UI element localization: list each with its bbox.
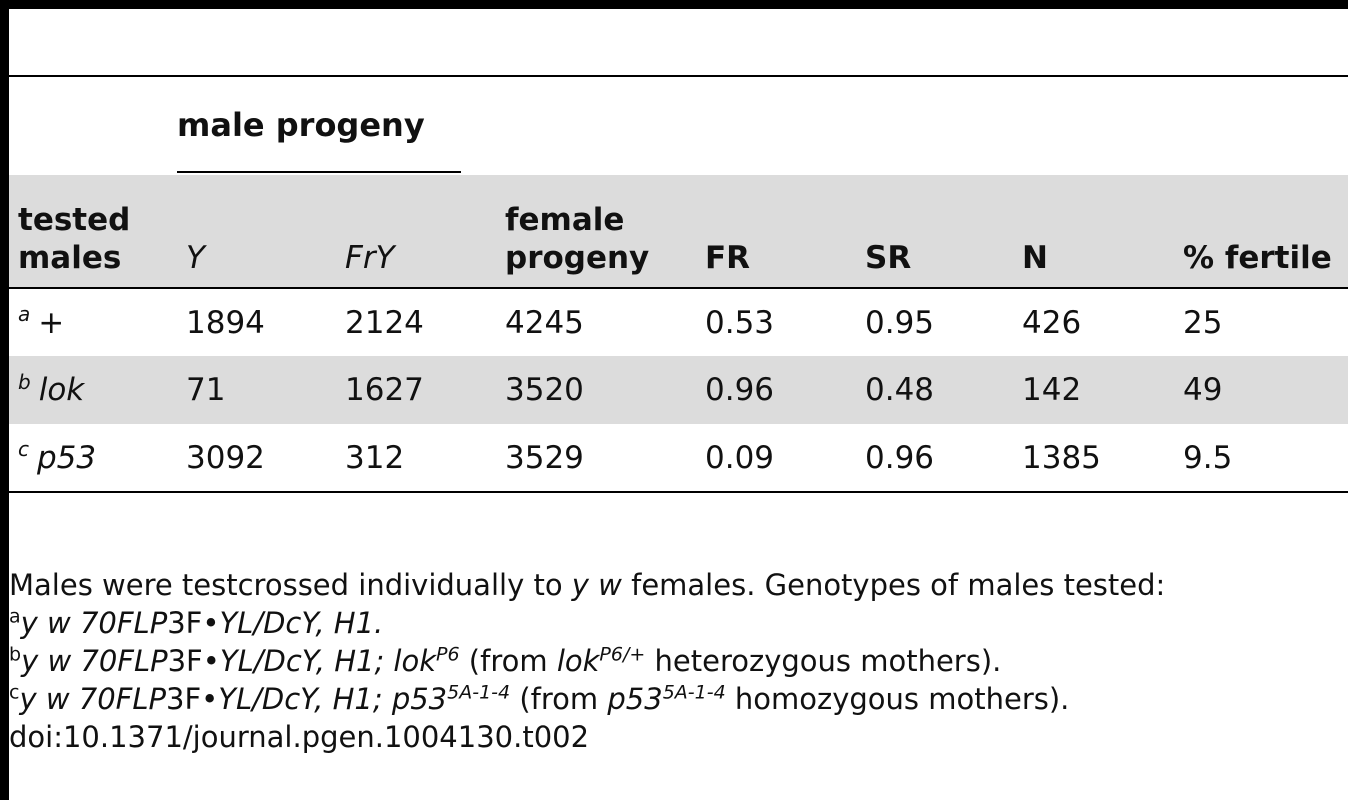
header-top-rule bbox=[9, 75, 1348, 77]
top-rule bbox=[0, 0, 1348, 9]
genotype-label: p53 bbox=[37, 439, 97, 476]
header-female-line1: female bbox=[505, 202, 625, 238]
footnote-intro: Males were testcrossed individually to y… bbox=[9, 566, 1348, 604]
header-female-progeny: female progeny bbox=[505, 175, 705, 288]
cell-pct: 25 bbox=[1183, 304, 1223, 341]
header-tested-line1: tested bbox=[18, 202, 131, 238]
header-tested-males: tested males bbox=[9, 175, 186, 288]
footnote-genotype: p53 bbox=[607, 682, 663, 716]
footnote-superscript: P6 bbox=[436, 643, 460, 666]
footnote-text: heterozygous mothers). bbox=[645, 644, 1002, 678]
doi-line: doi:10.1371/journal.pgen.1004130.t002 bbox=[9, 720, 590, 754]
cell-sr: 0.96 bbox=[865, 439, 935, 476]
footnote-mark: c bbox=[9, 681, 20, 704]
footnote-genotype: y w 70FLP bbox=[21, 644, 168, 678]
male-progeny-spanner: male progeny bbox=[177, 106, 425, 144]
cell-y: 1894 bbox=[186, 304, 265, 341]
cell-n: 1385 bbox=[1022, 439, 1101, 476]
data-table-wrapper: tested males Y FrY female progeny FR SR … bbox=[9, 175, 1348, 493]
row-mark: c bbox=[18, 437, 29, 462]
row-mark: a bbox=[18, 302, 31, 327]
cell-female: 3520 bbox=[505, 372, 584, 408]
genotype-label: + bbox=[38, 304, 65, 341]
header-tested-line2: males bbox=[18, 240, 122, 276]
footnote-genotype: YL/DcY, H1; p53 bbox=[218, 682, 448, 716]
table-row: c p53 3092 312 3529 0.09 0.96 1385 9.5 bbox=[9, 424, 1348, 492]
table-row: b lok 71 1627 3520 0.96 0.48 142 49 bbox=[9, 356, 1348, 424]
cell-fr: 0.96 bbox=[705, 372, 775, 408]
cell-n: 142 bbox=[1022, 372, 1082, 408]
footnote-text: (from bbox=[459, 644, 557, 678]
footnote-genotype: y w bbox=[571, 568, 622, 602]
header-y: Y bbox=[186, 240, 205, 276]
cell-female: 3529 bbox=[505, 439, 584, 476]
cell-fry: 2124 bbox=[345, 304, 424, 341]
cell-genotype: a + bbox=[9, 288, 186, 356]
footnote-superscript: P6/+ bbox=[599, 643, 646, 666]
row-mark: b bbox=[18, 369, 31, 394]
cell-y: 71 bbox=[186, 372, 226, 408]
footnote-genotype: y w 70FLP bbox=[19, 682, 166, 716]
cell-genotype: b lok bbox=[9, 356, 186, 424]
header-row: tested males Y FrY female progeny FR SR … bbox=[9, 175, 1348, 288]
footnote-mark: a bbox=[9, 605, 21, 628]
cell-female: 4245 bbox=[505, 304, 584, 341]
left-border-bar bbox=[0, 0, 9, 800]
cell-pct: 9.5 bbox=[1183, 439, 1233, 476]
footnote-superscript: 5A-1-4 bbox=[662, 681, 726, 704]
cell-sr: 0.95 bbox=[865, 304, 935, 341]
table-row: a + 1894 2124 4245 0.53 0.95 426 25 bbox=[9, 288, 1348, 356]
cell-fry: 312 bbox=[345, 439, 405, 476]
cell-sr: 0.48 bbox=[865, 372, 935, 408]
footnote-text: Males were testcrossed individually to bbox=[9, 568, 572, 602]
cell-pct: 49 bbox=[1183, 372, 1223, 408]
footnote-text: 3F• bbox=[166, 682, 219, 716]
footnote-genotype: YL/DcY, H1. bbox=[219, 606, 384, 640]
header-pct-fertile: % fertile bbox=[1183, 240, 1332, 276]
footnote-genotype: lok bbox=[556, 644, 600, 678]
spanner-underline bbox=[177, 171, 461, 173]
header-fry: FrY bbox=[345, 240, 395, 276]
footnote-genotype: YL/DcY, H1; lok bbox=[219, 644, 437, 678]
footnote-a: ay w 70FLP3F•YL/DcY, H1. bbox=[9, 604, 1348, 642]
cell-y: 3092 bbox=[186, 439, 265, 476]
header-female-line2: progeny bbox=[505, 240, 650, 276]
header-sr: SR bbox=[865, 240, 912, 276]
table-footnotes: Males were testcrossed individually to y… bbox=[9, 566, 1348, 756]
header-fr: FR bbox=[705, 240, 751, 276]
footnote-mark: b bbox=[9, 643, 22, 666]
footnote-text: (from bbox=[510, 682, 608, 716]
footnote-text: 3F• bbox=[167, 606, 220, 640]
footnote-genotype: y w 70FLP bbox=[20, 606, 168, 640]
header-n: N bbox=[1022, 240, 1048, 276]
footnote-b: by w 70FLP3F•YL/DcY, H1; lokP6 (from lok… bbox=[9, 642, 1348, 680]
cell-n: 426 bbox=[1022, 304, 1082, 341]
footnote-superscript: 5A-1-4 bbox=[447, 681, 511, 704]
footnote-text: homozygous mothers). bbox=[725, 682, 1070, 716]
cell-fry: 1627 bbox=[345, 372, 424, 408]
cell-fr: 0.09 bbox=[705, 439, 775, 476]
data-table: tested males Y FrY female progeny FR SR … bbox=[9, 175, 1348, 493]
cell-fr: 0.53 bbox=[705, 304, 775, 341]
footnote-text: 3F• bbox=[167, 644, 220, 678]
footnote-c: cy w 70FLP3F•YL/DcY, H1; p535A-1-4 (from… bbox=[9, 680, 1348, 718]
footnote-text: females. Genotypes of males tested: bbox=[621, 568, 1166, 602]
genotype-label: lok bbox=[38, 372, 85, 408]
cell-genotype: c p53 bbox=[9, 424, 186, 492]
